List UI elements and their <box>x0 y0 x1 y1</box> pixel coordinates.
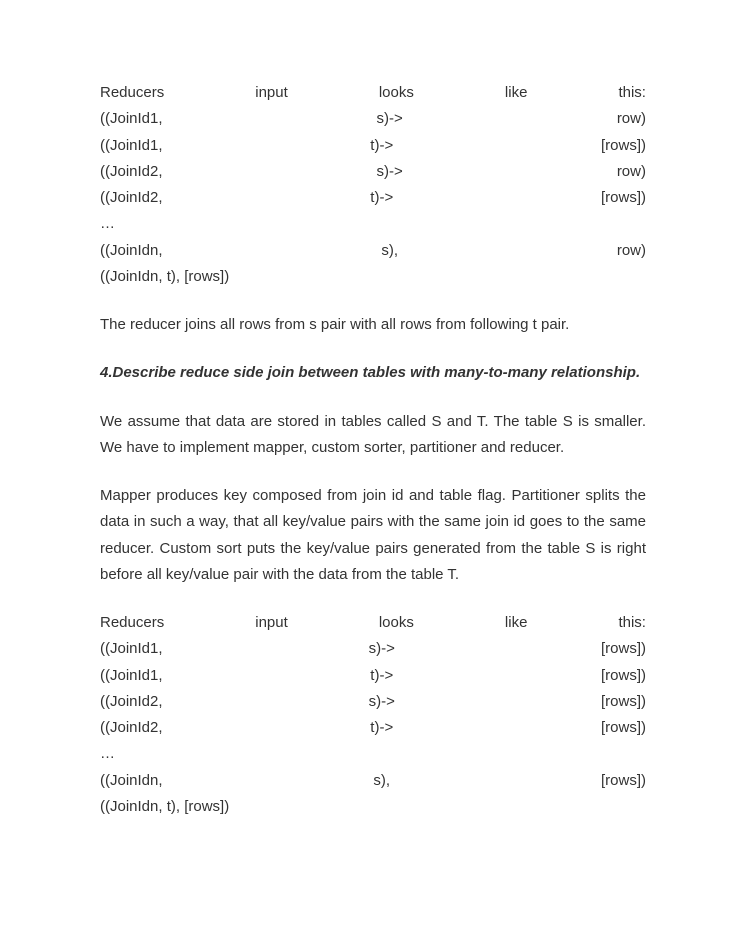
text: s)-> <box>369 689 395 715</box>
document-page: Reducers input looks like this: ((JoinId… <box>0 0 736 902</box>
block2-rown: ((JoinIdn, s), [rows]) <box>100 768 646 794</box>
text: like <box>505 80 528 106</box>
text: ((JoinId1, <box>100 106 163 132</box>
text: ((JoinId1, <box>100 133 163 159</box>
block1-last: ((JoinIdn, t), [rows]) <box>100 264 646 290</box>
text: ((JoinId1, <box>100 636 163 662</box>
text: [rows]) <box>601 133 646 159</box>
text: this: <box>618 610 646 636</box>
block1-rown: ((JoinIdn, s), row) <box>100 238 646 264</box>
paragraph-reducer-joins: The reducer joins all rows from s pair w… <box>100 312 646 338</box>
text: s)-> <box>377 106 403 132</box>
block1-row: ((JoinId1, t)-> [rows]) <box>100 133 646 159</box>
text: t)-> <box>370 663 393 689</box>
block2-row: ((JoinId1, t)-> [rows]) <box>100 663 646 689</box>
block2-header-row: Reducers input looks like this: <box>100 610 646 636</box>
text: s), <box>381 238 398 264</box>
text: ((JoinIdn, <box>100 768 163 794</box>
text: ((JoinId1, <box>100 663 163 689</box>
block1-row: ((JoinId2, t)-> [rows]) <box>100 185 646 211</box>
text: s), <box>373 768 390 794</box>
text: [rows]) <box>601 768 646 794</box>
paragraph-assume: We assume that data are stored in tables… <box>100 409 646 462</box>
reducer-input-block-2: Reducers input looks like this: ((JoinId… <box>100 610 646 820</box>
text: [rows]) <box>601 689 646 715</box>
text: s)-> <box>369 636 395 662</box>
text: Reducers <box>100 610 164 636</box>
block2-row: ((JoinId2, t)-> [rows]) <box>100 715 646 741</box>
text: row) <box>617 159 646 185</box>
text: [rows]) <box>601 715 646 741</box>
text: input <box>255 610 288 636</box>
text: [rows]) <box>601 185 646 211</box>
text: row) <box>617 106 646 132</box>
text: t)-> <box>370 133 393 159</box>
text: looks <box>379 610 414 636</box>
block2-last: ((JoinIdn, t), [rows]) <box>100 794 646 820</box>
block2-row: ((JoinId2, s)-> [rows]) <box>100 689 646 715</box>
ellipsis: … <box>100 211 646 237</box>
text: this: <box>618 80 646 106</box>
text: ((JoinId2, <box>100 185 163 211</box>
reducer-input-block-1: Reducers input looks like this: ((JoinId… <box>100 80 646 290</box>
text: [rows]) <box>601 663 646 689</box>
text: s)-> <box>377 159 403 185</box>
text: row) <box>617 238 646 264</box>
block2-row: ((JoinId1, s)-> [rows]) <box>100 636 646 662</box>
paragraph-mapper: Mapper produces key composed from join i… <box>100 483 646 588</box>
text: ((JoinId2, <box>100 715 163 741</box>
ellipsis: … <box>100 741 646 767</box>
text: ((JoinIdn, <box>100 238 163 264</box>
text: ((JoinId2, <box>100 689 163 715</box>
block1-row: ((JoinId1, s)-> row) <box>100 106 646 132</box>
text: ((JoinId2, <box>100 159 163 185</box>
text: t)-> <box>370 715 393 741</box>
text: like <box>505 610 528 636</box>
block1-header-row: Reducers input looks like this: <box>100 80 646 106</box>
text: looks <box>379 80 414 106</box>
text: t)-> <box>370 185 393 211</box>
block1-row: ((JoinId2, s)-> row) <box>100 159 646 185</box>
text: [rows]) <box>601 636 646 662</box>
text: input <box>255 80 288 106</box>
text: Reducers <box>100 80 164 106</box>
section-heading-4: 4.Describe reduce side join between tabl… <box>100 360 646 386</box>
